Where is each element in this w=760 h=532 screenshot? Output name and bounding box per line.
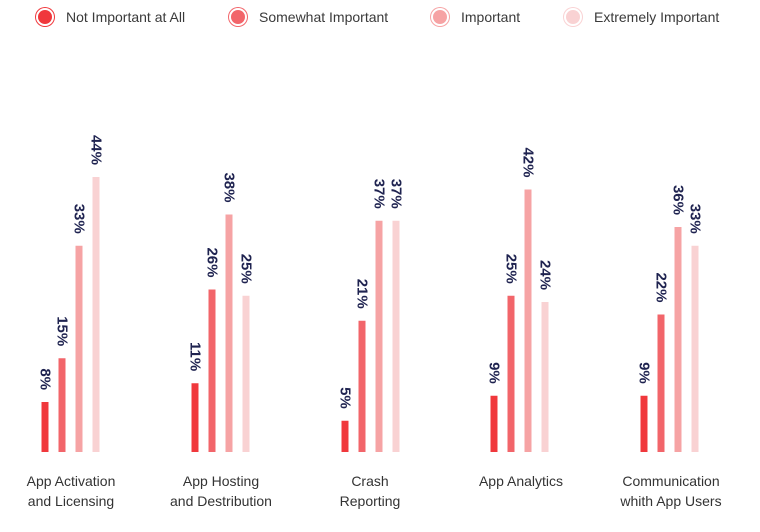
bar — [507, 295, 515, 452]
bar — [524, 189, 532, 452]
bar — [358, 320, 366, 452]
data-label: 5% — [337, 387, 354, 409]
bar — [341, 420, 349, 452]
data-label: 9% — [636, 362, 653, 384]
data-label: 15% — [54, 316, 71, 346]
bar — [375, 220, 383, 452]
bar — [657, 314, 665, 452]
data-label: 42% — [520, 147, 537, 177]
data-label: 21% — [354, 279, 371, 309]
legend-label: Extremely Important — [594, 9, 720, 25]
data-label: 37% — [388, 179, 405, 209]
legend-label: Not Important at All — [66, 9, 186, 25]
data-label: 11% — [187, 342, 204, 371]
legend-item: Somewhat Important — [231, 5, 388, 29]
data-label: 33% — [687, 204, 704, 234]
legend-item: Important — [433, 5, 520, 29]
bar — [691, 245, 699, 452]
data-label: 25% — [503, 254, 520, 284]
legend-label: Somewhat Important — [259, 9, 389, 25]
legend-item: Not Important at All — [38, 5, 185, 29]
bar — [191, 383, 199, 452]
data-label: 38% — [221, 172, 238, 202]
bar — [541, 302, 549, 452]
bar — [674, 227, 682, 452]
bar — [92, 177, 100, 452]
data-label: 33% — [71, 204, 88, 234]
data-label: 44% — [88, 135, 105, 165]
data-label: 9% — [486, 362, 503, 384]
bar — [75, 245, 83, 452]
bar — [640, 395, 648, 452]
legend-swatch — [566, 10, 580, 24]
data-label: 8% — [37, 368, 54, 390]
data-label: 37% — [371, 179, 388, 209]
data-label: 24% — [537, 260, 554, 290]
chart-legend: Not Important at All Somewhat Important Im… — [0, 0, 760, 34]
category-label: Communication whith App Users — [620, 473, 722, 509]
category-label: App Hosting and Destribution — [170, 473, 272, 509]
category-label: Crash Reporting — [339, 473, 401, 509]
bar — [242, 295, 250, 452]
data-label: 26% — [204, 247, 221, 277]
bar — [490, 395, 498, 452]
legend-swatch — [433, 10, 447, 24]
legend-item: Extremely Important — [566, 5, 719, 29]
bar — [208, 289, 216, 452]
legend-swatch — [38, 10, 52, 24]
legend-swatch — [231, 10, 245, 24]
legend-label: Important — [461, 9, 521, 25]
data-label: 36% — [670, 185, 687, 215]
bar — [58, 358, 66, 452]
bar — [225, 214, 233, 452]
data-label: 22% — [653, 272, 670, 302]
bar — [41, 402, 49, 452]
category-label: App Analytics — [478, 473, 564, 489]
category-label: App Activation and Licensing — [26, 473, 116, 509]
data-label: 25% — [238, 254, 255, 284]
bar — [392, 220, 400, 452]
